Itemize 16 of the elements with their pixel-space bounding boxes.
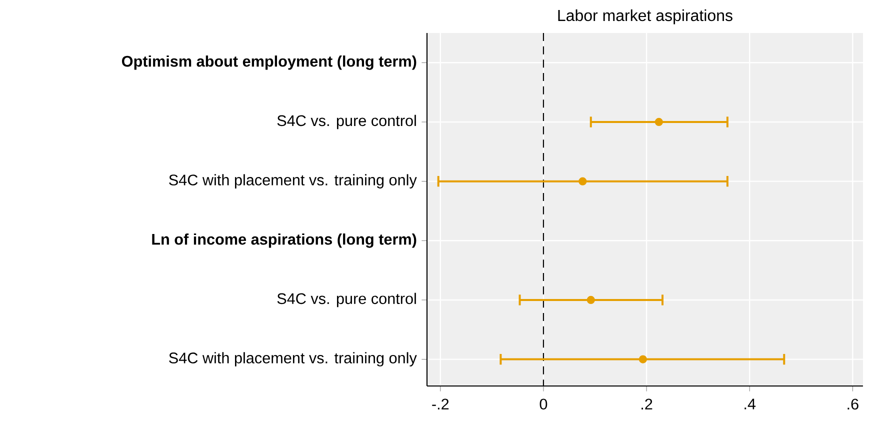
y-tick-label: S4C vs. pure control: [277, 114, 416, 130]
y-tick-label: S4C with placement vs. training only: [169, 174, 417, 188]
point: [638, 355, 647, 364]
y-tick-label: S4C vs. pure control: [277, 292, 416, 308]
point: [586, 296, 595, 304]
point: [578, 177, 587, 186]
x-tick-label: .6: [848, 398, 858, 410]
y-tick-label: S4C with placement vs. training only: [169, 352, 417, 366]
x-tick-label: .2: [642, 398, 652, 410]
y-tick-label: Ln of income aspirations (long term): [152, 233, 416, 248]
y-tick-label: Optimism about employment (long term): [122, 55, 416, 70]
x-tick-label: .4: [744, 398, 756, 410]
point: [654, 118, 663, 126]
x-tick-label: 0: [540, 398, 548, 410]
x-tick-label: -.2: [432, 398, 449, 410]
chart-title: Labor market aspirations: [558, 9, 732, 24]
